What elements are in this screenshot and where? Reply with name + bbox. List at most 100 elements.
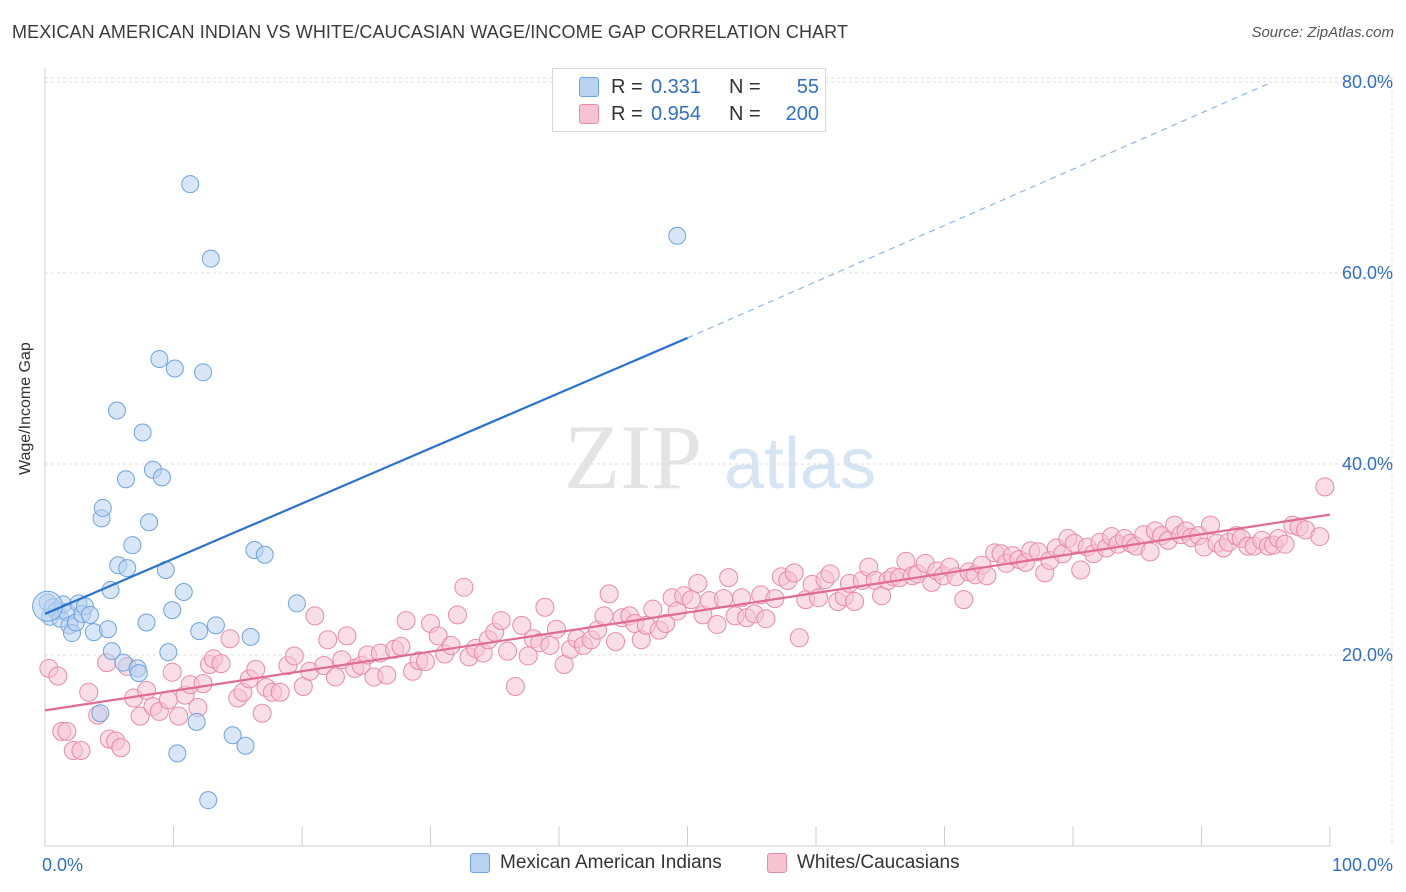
- y-tick-label: 60.0%: [1342, 263, 1393, 283]
- data-point: [236, 736, 255, 755]
- data-point: [377, 665, 397, 685]
- data-point: [246, 659, 266, 679]
- data-point: [505, 677, 525, 697]
- axes: [44, 68, 1331, 847]
- data-point: [116, 470, 135, 489]
- data-point: [169, 706, 189, 726]
- data-point: [193, 674, 213, 694]
- data-point: [287, 594, 306, 613]
- data-point: [174, 582, 193, 601]
- data-point: [535, 597, 555, 617]
- data-point: [206, 616, 225, 635]
- data-point: [80, 605, 99, 624]
- series-mexican-american-indians: [32, 175, 687, 810]
- data-point: [1071, 560, 1091, 580]
- data-point: [820, 564, 840, 584]
- watermark-atlas: atlas: [724, 424, 876, 504]
- data-point: [643, 599, 663, 619]
- data-point: [688, 573, 708, 593]
- data-point: [337, 626, 357, 646]
- data-point: [223, 726, 242, 745]
- legend-swatch-blue: [579, 77, 599, 97]
- data-point: [606, 632, 626, 652]
- watermark-zip: ZIP: [564, 406, 702, 508]
- data-point: [954, 590, 974, 610]
- data-point: [498, 641, 518, 661]
- data-point: [428, 626, 448, 646]
- y-tick-label: 20.0%: [1342, 645, 1393, 665]
- data-point: [181, 175, 200, 194]
- data-point: [137, 613, 156, 632]
- data-point: [71, 741, 91, 760]
- data-point: [98, 620, 117, 639]
- data-point: [91, 704, 110, 723]
- data-point: [845, 592, 865, 612]
- data-point: [150, 349, 169, 368]
- data-point: [447, 605, 467, 625]
- data-point: [270, 682, 290, 702]
- data-point: [1275, 534, 1295, 554]
- data-point: [211, 654, 231, 674]
- trend-line-whites-caucasians: [44, 513, 1331, 712]
- data-point: [540, 635, 560, 655]
- legend-row-pink: R = 0.954 N = 200: [579, 102, 819, 126]
- data-point: [491, 611, 511, 631]
- data-point: [305, 606, 325, 626]
- data-point: [190, 622, 209, 641]
- legend-row-blue: R = 0.331 N = 55: [579, 75, 819, 99]
- data-point: [284, 646, 304, 666]
- trend-line-mexican-american-indians: [44, 336, 688, 615]
- source-label: Source: ZipAtlas.com: [1251, 24, 1394, 41]
- data-point: [162, 662, 182, 682]
- data-point: [707, 614, 727, 634]
- data-point: [252, 703, 272, 723]
- data-point: [48, 666, 68, 686]
- gridlines: [45, 77, 1393, 846]
- x-tick-label-max: 100.0%: [1332, 855, 1393, 875]
- data-point: [546, 619, 566, 639]
- data-point: [396, 611, 416, 631]
- series-whites-caucasians: [39, 477, 1335, 760]
- data-point: [133, 423, 152, 442]
- data-point: [512, 615, 532, 635]
- trend-line-extension: [687, 81, 1273, 339]
- data-point: [255, 545, 274, 564]
- legend-r-label: R =: [611, 75, 643, 98]
- data-point: [220, 629, 240, 649]
- legend-item-whites-caucasians: Whites/Caucasians: [767, 852, 960, 874]
- data-point: [1310, 527, 1330, 547]
- data-point: [168, 744, 187, 763]
- data-point: [594, 606, 614, 626]
- data-point: [1315, 477, 1335, 497]
- x-tick-label-min: 0.0%: [42, 855, 83, 875]
- y-tick-label: 80.0%: [1342, 72, 1393, 92]
- data-point: [518, 646, 538, 666]
- data-point: [107, 401, 126, 420]
- data-point: [681, 590, 701, 610]
- data-point: [199, 791, 218, 810]
- data-point: [129, 664, 148, 683]
- data-point: [165, 359, 184, 378]
- data-point: [93, 498, 112, 517]
- data-point: [159, 643, 178, 662]
- legend-r-value: 0.954: [651, 102, 702, 125]
- legend-swatch-pink: [579, 104, 599, 124]
- data-point: [79, 682, 99, 702]
- trend-lines: [44, 81, 1331, 712]
- data-point: [140, 513, 159, 532]
- legend-label: Whites/Caucasians: [797, 852, 960, 873]
- data-point: [441, 635, 461, 655]
- chart-title: MEXICAN AMERICAN INDIAN VS WHITE/CAUCASI…: [12, 22, 849, 42]
- data-point: [118, 559, 137, 578]
- data-point: [57, 721, 77, 741]
- legend-r-value: 0.331: [651, 75, 702, 98]
- data-point: [163, 601, 182, 620]
- data-point: [415, 652, 435, 672]
- data-point: [194, 363, 213, 382]
- data-point: [719, 568, 739, 588]
- data-point: [152, 468, 171, 487]
- legend-label: Mexican American Indians: [500, 852, 722, 873]
- data-point: [454, 577, 474, 597]
- data-point: [731, 588, 751, 608]
- legend-n-value: 55: [796, 75, 819, 98]
